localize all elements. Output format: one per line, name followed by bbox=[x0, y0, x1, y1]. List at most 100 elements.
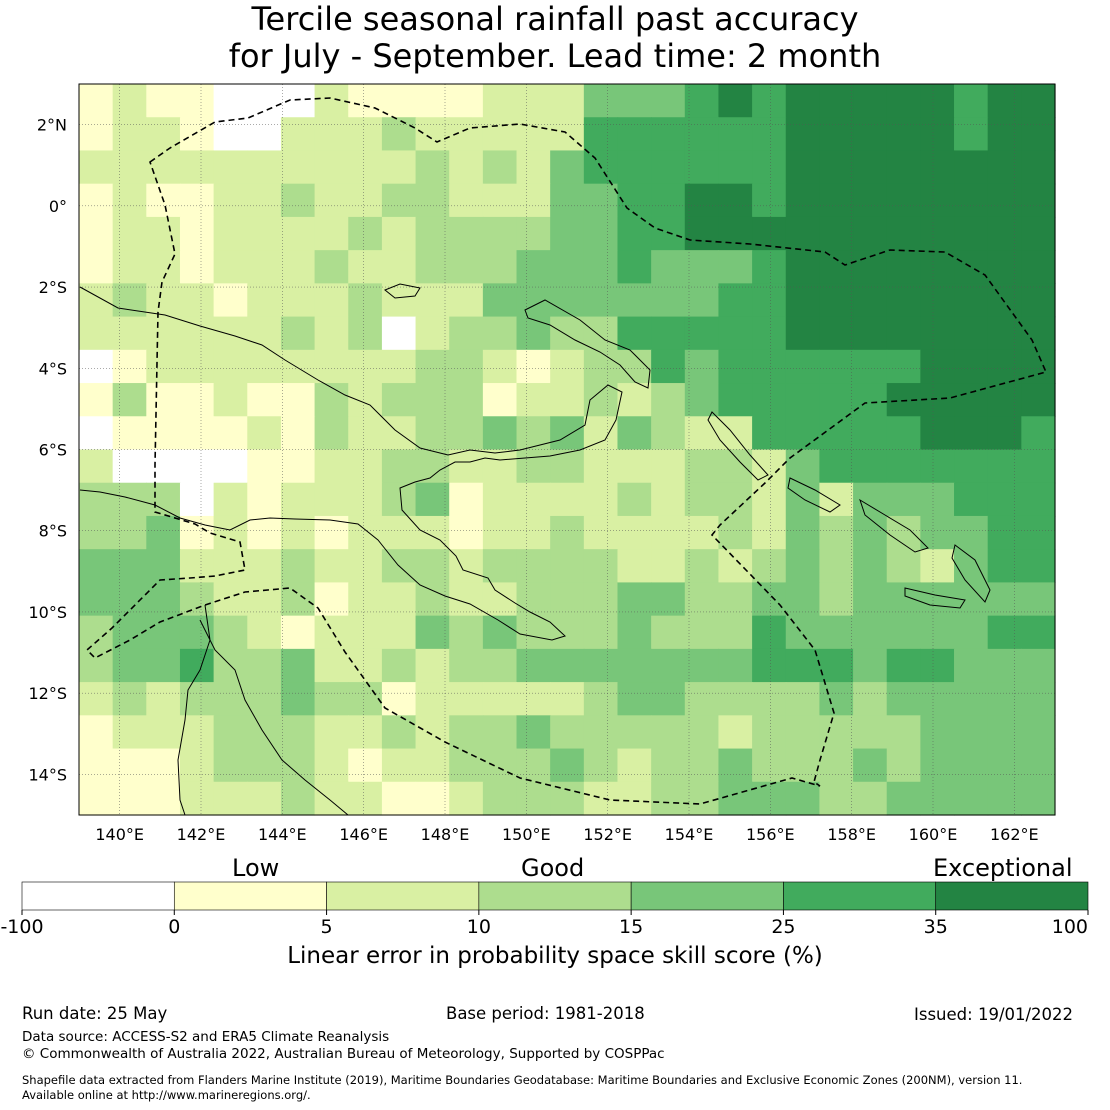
skill-cell bbox=[583, 283, 619, 318]
skill-cell bbox=[987, 615, 1022, 650]
skill-cell bbox=[213, 316, 248, 351]
skill-cell bbox=[785, 150, 821, 185]
skill-cell bbox=[684, 416, 720, 451]
skill-cell bbox=[112, 482, 147, 517]
skill-cell bbox=[381, 250, 417, 284]
skill-cell bbox=[785, 682, 821, 716]
skill-cell bbox=[819, 449, 854, 484]
skill-cell bbox=[954, 715, 989, 750]
skill-cell bbox=[617, 582, 652, 617]
skill-cell bbox=[617, 416, 652, 451]
skill-cell bbox=[449, 648, 484, 683]
skill-cell bbox=[213, 183, 248, 218]
colorbar-tick-label: 100 bbox=[1052, 916, 1088, 938]
skill-cell bbox=[651, 84, 686, 118]
latitude-tick-label: 14°S bbox=[28, 765, 67, 784]
skill-cell bbox=[482, 549, 518, 584]
skill-cell bbox=[247, 781, 282, 816]
skill-cell bbox=[415, 383, 450, 417]
skill-cell bbox=[853, 682, 888, 716]
solomons-coast-2 bbox=[859, 498, 929, 553]
skill-cell bbox=[1021, 349, 1056, 384]
skill-cell bbox=[415, 117, 450, 152]
skill-cell bbox=[280, 682, 316, 716]
skill-cell bbox=[314, 250, 349, 284]
colorbar-segment bbox=[783, 881, 937, 911]
skill-cell bbox=[785, 715, 821, 750]
skill-cell bbox=[516, 383, 551, 417]
skill-cell bbox=[482, 482, 518, 517]
skill-cell bbox=[819, 150, 854, 185]
skill-cell bbox=[1021, 416, 1056, 451]
skill-cell bbox=[247, 84, 282, 118]
skill-cell bbox=[247, 482, 282, 517]
skill-cell bbox=[516, 183, 551, 218]
skill-cell bbox=[651, 183, 686, 218]
skill-cell bbox=[1021, 549, 1056, 584]
skill-cell bbox=[179, 216, 215, 251]
skill-cell bbox=[79, 383, 114, 417]
skill-cell bbox=[684, 449, 720, 484]
skill-cell bbox=[785, 216, 821, 251]
skill-cell bbox=[179, 748, 215, 783]
skill-cell bbox=[213, 748, 248, 783]
skill-cell bbox=[886, 648, 921, 683]
skill-cell bbox=[853, 216, 888, 251]
skill-cell bbox=[987, 316, 1022, 351]
skill-cell bbox=[348, 648, 383, 683]
skill-cell bbox=[785, 748, 821, 783]
skill-cell bbox=[146, 715, 181, 750]
skill-cell bbox=[112, 349, 147, 384]
skill-cell bbox=[280, 482, 316, 517]
skill-cell bbox=[146, 781, 181, 816]
skill-cell bbox=[381, 283, 417, 318]
skill-cell bbox=[146, 515, 181, 550]
skill-cell bbox=[449, 150, 484, 185]
skill-cell bbox=[617, 216, 652, 251]
skill-cell bbox=[684, 183, 720, 218]
skill-cell bbox=[583, 349, 619, 384]
skill-cell bbox=[651, 349, 686, 384]
skill-cell bbox=[381, 150, 417, 185]
skill-cell bbox=[617, 648, 652, 683]
skill-cell bbox=[920, 715, 955, 750]
skill-cell bbox=[449, 682, 484, 716]
skill-cell bbox=[550, 216, 585, 251]
skill-cell bbox=[819, 582, 854, 617]
skill-cell bbox=[314, 482, 349, 517]
skill-cell bbox=[179, 316, 215, 351]
skill-cell bbox=[179, 549, 215, 584]
skill-cell bbox=[314, 84, 349, 118]
skill-cell bbox=[617, 482, 652, 517]
skill-cell bbox=[684, 482, 720, 517]
skill-cell bbox=[886, 449, 921, 484]
skill-cell bbox=[247, 216, 282, 251]
skill-cell bbox=[583, 582, 619, 617]
skill-cell bbox=[482, 449, 518, 484]
skill-cell bbox=[516, 515, 551, 550]
skill-cell bbox=[886, 216, 921, 251]
colorbar-tick-label: 25 bbox=[771, 916, 795, 938]
skill-cell bbox=[752, 183, 787, 218]
skill-cell bbox=[752, 615, 787, 650]
skill-cell bbox=[684, 150, 720, 185]
skill-cell bbox=[886, 349, 921, 384]
skill-cell bbox=[853, 283, 888, 318]
skill-cell bbox=[112, 682, 147, 716]
skill-cell bbox=[314, 515, 349, 550]
skill-cell bbox=[819, 781, 854, 816]
skill-cell bbox=[179, 349, 215, 384]
skill-cell bbox=[886, 84, 921, 118]
skill-cell bbox=[819, 715, 854, 750]
skill-cell bbox=[718, 416, 753, 451]
skill-cell bbox=[449, 250, 484, 284]
skill-cell bbox=[348, 549, 383, 584]
skill-cell bbox=[213, 582, 248, 617]
colorbar-category-exceptional: Exceptional bbox=[933, 854, 1073, 882]
skill-cell bbox=[583, 648, 619, 683]
skill-cell bbox=[146, 648, 181, 683]
skill-cell bbox=[785, 615, 821, 650]
skill-cell bbox=[280, 781, 316, 816]
skill-cell bbox=[617, 748, 652, 783]
skill-cell bbox=[179, 449, 215, 484]
